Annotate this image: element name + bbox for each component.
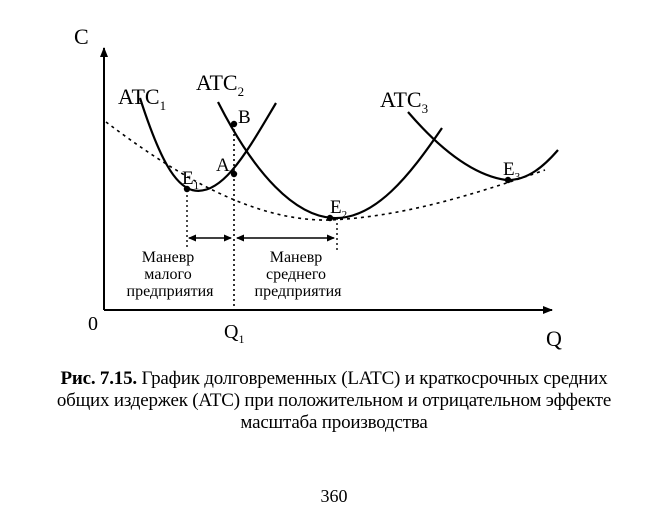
point-e2 xyxy=(326,214,334,222)
atc3-curve xyxy=(407,111,559,182)
b-label: B xyxy=(238,107,251,128)
e1-label: E1 xyxy=(182,168,199,192)
origin-label: 0 xyxy=(88,313,98,335)
q1-label: Q1 xyxy=(224,321,244,346)
caption-figure-number: Рис. 7.15. xyxy=(60,368,137,389)
small-maneuver-line-1: Маневр xyxy=(142,249,195,266)
caption-line-2: общих издержек (ATC) при положительном и… xyxy=(56,390,612,411)
small-maneuver-label: Маневр малого предприятия xyxy=(127,249,215,300)
page-number: 360 xyxy=(320,486,348,506)
point-a xyxy=(230,170,238,178)
caption-line-3: масштаба производства xyxy=(240,412,428,433)
a-label: A xyxy=(216,155,230,176)
point-e3 xyxy=(504,176,512,184)
medium-maneuver-label: Маневр среднего предприятия xyxy=(255,249,343,300)
atc1-curve xyxy=(138,97,277,192)
atc3-label: ATC3 xyxy=(380,87,428,116)
point-e1 xyxy=(183,185,191,193)
e3-label: E3 xyxy=(503,159,521,183)
small-maneuver-line-2: малого xyxy=(144,266,191,283)
y-axis-label: C xyxy=(74,24,89,49)
x-axis-label: Q xyxy=(546,326,562,351)
atc1-label: ATC1 xyxy=(118,84,166,113)
e2-label: E2 xyxy=(330,197,347,221)
small-maneuver-line-3: предприятия xyxy=(127,283,215,300)
point-b xyxy=(230,120,238,128)
medium-maneuver-line-3: предприятия xyxy=(255,283,343,300)
cost-curves-diagram: C Q 0 Q1 ATC1 ATC2 ATC3 E1 A B E2 E3 Ман… xyxy=(74,24,562,351)
caption-text-1: График долговременных (LATC) и краткосро… xyxy=(141,368,608,389)
medium-maneuver-line-1: Маневр xyxy=(270,249,323,266)
medium-maneuver-line-2: среднего xyxy=(266,266,326,283)
caption-line-1: Рис. 7.15. График долговременных (LATC) … xyxy=(0,368,668,390)
atc2-label: ATC2 xyxy=(196,70,244,99)
figure-caption: Рис. 7.15. График долговременных (LATC) … xyxy=(0,368,668,434)
